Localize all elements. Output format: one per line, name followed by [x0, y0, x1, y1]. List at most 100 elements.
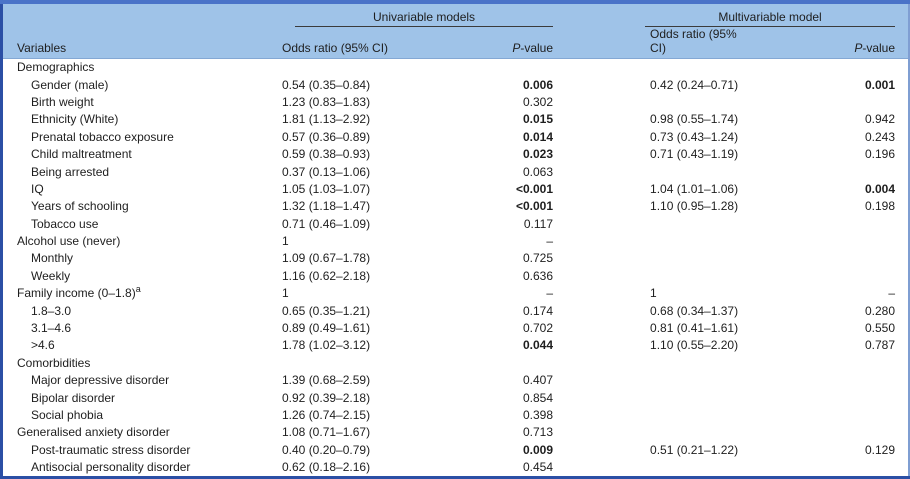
odds-ratio-univariable-cell: 0.59 (0.38–0.93) — [282, 147, 371, 162]
variable-label-cell: Weekly — [31, 268, 71, 283]
odds-ratio-multivariable-cell — [553, 267, 743, 284]
spanner-univariable-cell: Univariable models — [282, 4, 554, 27]
odds-ratio-multivariable-cell: 0.98 (0.55–1.74) — [650, 112, 739, 127]
table-body: Demographics Gender (male) 0.54 (0.35–0.84… — [3, 58, 909, 476]
p-value-univariable-cell: 0.725 — [522, 251, 554, 266]
p-value-univariable-cell: <0.001 — [515, 181, 554, 196]
table-bottom-rule — [0, 475, 910, 479]
variable-label-cell: IQ — [31, 181, 44, 196]
p-value-univariable-cell: 0.023 — [522, 147, 554, 162]
odds-ratio-multivariable-cell: 1 — [650, 286, 657, 301]
p-value-univariable-cell: 0.854 — [522, 390, 554, 405]
odds-ratio-multivariable-cell: 1.04 (1.01–1.06) — [650, 181, 739, 196]
table-row: Ethnicity (White) 1.81 (1.13–2.92) 0.015 0.… — [3, 111, 908, 128]
odds-ratio-univariable-cell: 0.57 (0.36–0.89) — [282, 129, 371, 144]
variable-label-cell: 3.1–4.6 — [31, 321, 72, 336]
p-value-univariable-cell — [432, 354, 553, 371]
variable-label-cell: Demographics — [17, 60, 95, 75]
table-row: Weekly 1.16 (0.62–2.18) 0.636 — [3, 267, 908, 284]
odds-ratio-multivariable-cell — [553, 354, 743, 371]
p-value-multivariable-cell: 0.787 — [865, 338, 896, 353]
odds-ratio-multivariable-cell: 0.71 (0.43–1.19) — [650, 147, 739, 162]
p-value-multivariable-cell — [743, 163, 908, 180]
odds-ratio-multivariable-cell — [553, 250, 743, 267]
p-value-univariable-cell: 0.302 — [522, 94, 554, 109]
table-row: Alcohol use (never) 1 – — [3, 232, 908, 249]
variable-label-cell: Ethnicity (White) — [31, 112, 119, 127]
p-value-multivariable-cell — [743, 267, 908, 284]
table-row: Post-traumatic stress disorder 0.40 (0.20… — [3, 441, 908, 458]
table-row: Monthly 1.09 (0.67–1.78) 0.725 — [3, 250, 908, 267]
header-variables: Variables — [3, 27, 282, 59]
odds-ratio-univariable-cell: 1.81 (1.13–2.92) — [282, 112, 371, 127]
p-value-univariable-cell: 0.117 — [523, 216, 554, 231]
p-value-multivariable-cell — [743, 93, 908, 110]
table-header: Univariable models Multivariable model V… — [3, 4, 909, 59]
variable-label-cell: >4.6 — [31, 338, 55, 353]
p-value-univariable-cell: 0.702 — [522, 321, 554, 336]
p-value-univariable-cell: 0.063 — [522, 164, 554, 179]
p-value-multivariable-cell: 0.280 — [865, 303, 896, 318]
header-odds-ratio-multivariable: Odds ratio (95% CI) — [553, 27, 744, 59]
p-value-univariable-cell: 0.398 — [522, 408, 554, 422]
header-p-value-multivariable: P-value — [743, 27, 909, 59]
variable-label-cell: Antisocial personality disorder — [31, 460, 191, 475]
odds-ratio-univariable-cell: 0.65 (0.35–1.21) — [282, 303, 371, 318]
table-row: >4.6 1.78 (1.02–3.12) 0.044 1.10 (0.55–2.20… — [3, 337, 908, 354]
odds-ratio-multivariable-cell — [553, 389, 743, 406]
p-value-multivariable-cell — [743, 232, 908, 249]
p-value-multivariable-cell: 0.001 — [865, 77, 896, 92]
variable-label-cell: Birth weight — [31, 94, 94, 109]
odds-ratio-univariable-cell — [282, 59, 432, 76]
odds-ratio-univariable-cell: 1.05 (1.03–1.07) — [282, 181, 371, 196]
odds-ratio-multivariable-cell — [553, 93, 743, 110]
table-row: Major depressive disorder 1.39 (0.68–2.59… — [3, 372, 908, 389]
p-value-univariable-cell: 0.636 — [522, 268, 554, 283]
odds-ratio-univariable-cell: 1.78 (1.02–3.12) — [282, 338, 371, 353]
p-value-multivariable-cell: 0.243 — [865, 129, 896, 144]
variable-label-cell: Monthly — [31, 251, 74, 266]
p-value-univariable-cell: 0.454 — [522, 460, 554, 475]
table-row: Tobacco use 0.71 (0.46–1.09) 0.117 — [3, 215, 908, 232]
variable-label-cell: Generalised anxiety disorder — [17, 425, 170, 440]
spanner-univariable-label: Univariable models — [295, 10, 554, 27]
odds-ratio-univariable-cell: 0.62 (0.18–2.16) — [282, 460, 371, 475]
p-value-univariable-cell: 0.713 — [522, 425, 554, 440]
variable-label-cell: Child maltreatment — [31, 147, 132, 162]
odds-ratio-univariable-cell: 1.32 (1.18–1.47) — [282, 199, 371, 214]
odds-ratio-univariable-cell: 1.08 (0.71–1.67) — [282, 425, 371, 440]
header-p-value-univariable: P-value — [432, 27, 554, 59]
odds-ratio-univariable-cell: 0.71 (0.46–1.09) — [282, 216, 371, 231]
odds-ratio-univariable-cell: 1.09 (0.67–1.78) — [282, 251, 371, 266]
p-value-multivariable-cell: 0.942 — [865, 112, 896, 127]
odds-ratio-multivariable-cell: 0.42 (0.24–0.71) — [650, 77, 739, 92]
odds-ratio-multivariable-cell — [553, 372, 743, 389]
table-top-rule — [0, 0, 910, 4]
spanner-row: Univariable models Multivariable model — [3, 4, 909, 27]
spanner-spacer — [3, 4, 282, 27]
p-value-univariable-cell: 0.174 — [522, 303, 554, 318]
variable-label-cell: Post-traumatic stress disorder — [31, 442, 191, 457]
table-row: Demographics — [3, 59, 908, 76]
spanner-multivariable-label: Multivariable model — [645, 10, 896, 27]
p-value-univariable-cell: 0.006 — [522, 77, 554, 92]
variable-label-cell: Comorbidities — [17, 355, 91, 370]
table-frame: Univariable models Multivariable model V… — [0, 4, 910, 476]
odds-ratio-multivariable-cell — [553, 163, 743, 180]
table-row: IQ 1.05 (1.03–1.07) <0.001 1.04 (1.01–1.06)… — [3, 180, 908, 197]
odds-ratio-univariable-cell: 0.40 (0.20–0.79) — [282, 442, 371, 457]
p-value-multivariable-cell — [743, 458, 908, 475]
odds-ratio-univariable-cell: 1.39 (0.68–2.59) — [282, 373, 371, 388]
odds-ratio-multivariable-cell — [553, 406, 743, 423]
table-row: Bipolar disorder 0.92 (0.39–2.18) 0.854 — [3, 389, 908, 406]
table-row: Gender (male) 0.54 (0.35–0.84) 0.006 0.42 (… — [3, 76, 908, 93]
table-row: Child maltreatment 0.59 (0.38–0.93) 0.023 0… — [3, 145, 908, 162]
variable-label-cell: 1.8–3.0 — [31, 303, 72, 318]
odds-ratio-multivariable-cell — [553, 59, 743, 76]
variable-label-cell: Major depressive disorder — [31, 373, 170, 388]
variable-label-cell: Being arrested — [31, 164, 110, 179]
table-row: 3.1–4.6 0.89 (0.49–1.61) 0.702 0.81 (0.41–1… — [3, 319, 908, 336]
p-value-univariable-cell: 0.044 — [522, 338, 554, 353]
p-value-univariable-cell: 0.407 — [522, 373, 554, 388]
